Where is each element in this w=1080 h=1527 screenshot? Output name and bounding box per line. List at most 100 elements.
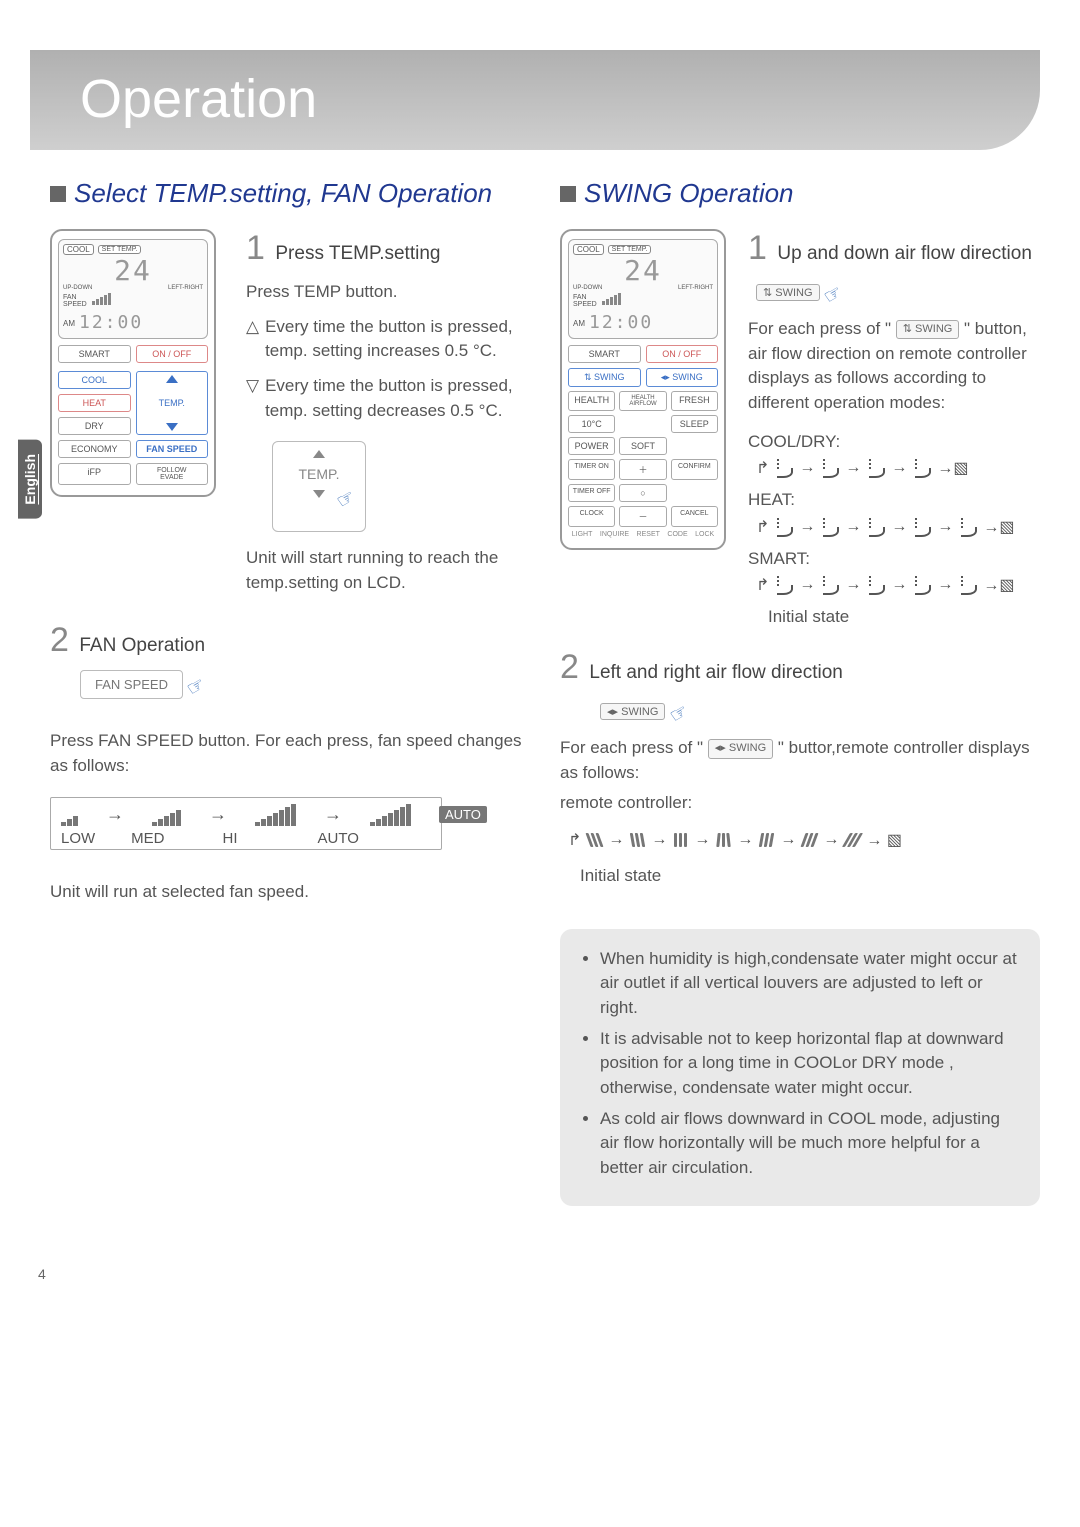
- left-step2-title: FAN Operation: [79, 635, 205, 656]
- hand-icon: ☞: [182, 672, 210, 703]
- left-column: English Select TEMP.setting, FAN Operati…: [50, 170, 530, 1206]
- note-2: It is advisable not to keep horizontal f…: [600, 1027, 1018, 1101]
- fan-speed-sequence: → → → AUTO LOW MED HI AUTO: [50, 797, 442, 850]
- lcd-fanspeed-label: FAN SPEED: [63, 294, 87, 308]
- lcd-mode: COOL: [573, 244, 604, 255]
- remote-sleep-button[interactable]: SLEEP: [671, 415, 718, 433]
- remote-controller-label: remote controller:: [560, 791, 1040, 816]
- lcd-temp: 24: [573, 257, 713, 285]
- heat-sequence: ↱→→→→→▧: [756, 517, 1040, 537]
- remote-power-button[interactable]: POWER: [568, 437, 615, 455]
- lcd-leftright: LEFT-RIGHT: [678, 285, 713, 291]
- note-3: As cold air flows downward in COOL mode,…: [600, 1107, 1018, 1181]
- lr-sequence: ↱ → → → → → → → ▧: [568, 830, 1040, 850]
- auto-pill: AUTO: [439, 806, 487, 823]
- lcd-mode: COOL: [63, 244, 94, 255]
- remote-dot-row: LIGHT INQUIRE RESET CODE LOCK: [568, 531, 718, 538]
- language-tab: English: [18, 440, 42, 519]
- right-step1-num: 1: [748, 229, 767, 267]
- temp-press-label: TEMP.: [279, 466, 359, 482]
- left-step1-num: 1: [246, 229, 265, 267]
- unit-run-temp-text: Unit will start running to reach the tem…: [246, 546, 530, 595]
- remote-health-button[interactable]: HEALTH: [568, 391, 615, 411]
- fan-auto-bars: [370, 804, 411, 826]
- lcd-am: AM: [63, 319, 75, 328]
- left-step2-num: 2: [50, 621, 69, 659]
- swing-ud-paragraph: For each press of " ⇅ SWING " button, ai…: [748, 317, 1040, 416]
- lcd-leftright: LEFT-RIGHT: [168, 285, 203, 291]
- speed-label-hi: HI: [223, 830, 238, 847]
- swing-lr-paragraph: For each press of " ◂▸ SWING " buttor,re…: [560, 736, 1040, 785]
- hand-icon: ☞: [819, 279, 847, 310]
- remote-minus-button[interactable]: －: [619, 506, 666, 527]
- initial-state-1: Initial state: [768, 605, 1040, 630]
- remote-timeroff-button[interactable]: TIMER OFF: [568, 484, 615, 502]
- fan-med-bars: [152, 810, 181, 826]
- page-number: 4: [38, 1266, 1080, 1282]
- right-step2-num: 2: [560, 648, 579, 686]
- fan-press-text: Press FAN SPEED button. For each press, …: [50, 729, 530, 778]
- remote-fanspeed-button[interactable]: FAN SPEED: [136, 440, 209, 458]
- swing-ud-button-icon: ⇅ SWING: [756, 284, 820, 301]
- page-header: Operation: [30, 50, 1040, 150]
- right-step2-title: Left and right air flow direction: [589, 662, 842, 683]
- speed-label-med: MED: [131, 830, 164, 847]
- lcd-fan-bars: [601, 293, 621, 308]
- swing-lr-inline-icon: ◂▸ SWING: [708, 739, 773, 759]
- remote-clock-button[interactable]: CLOCK: [568, 506, 615, 527]
- remote-temp-button[interactable]: TEMP.: [136, 371, 209, 435]
- temp-button-press-illustration: TEMP. ☞: [272, 441, 366, 532]
- remote-temp-label: TEMP.: [159, 398, 185, 408]
- lcd-clock: 12:00: [589, 314, 653, 332]
- notes-box: When humidity is high,condensate water m…: [560, 929, 1040, 1207]
- speed-label-auto: AUTO: [318, 830, 359, 847]
- cool-dry-sequence: ↱→→→→▧: [756, 458, 1040, 478]
- swing-lr-button-icon: ◂▸ SWING: [600, 703, 665, 720]
- remote-fresh-button[interactable]: FRESH: [671, 391, 718, 411]
- remote-dry-button[interactable]: DRY: [58, 417, 131, 435]
- remote-confirm-button[interactable]: CONFIRM: [671, 459, 718, 480]
- remote-10c-button[interactable]: 10°C: [568, 415, 615, 433]
- initial-state-2: Initial state: [580, 864, 1040, 889]
- remote-swing-ud-button[interactable]: ⇅ SWING: [568, 368, 641, 387]
- page-title: Operation: [80, 68, 1000, 130]
- remote-economy-button[interactable]: ECONOMY: [58, 440, 131, 458]
- arrow-icon: →: [106, 804, 124, 825]
- triangle-down-icon: ▽: [246, 374, 259, 423]
- lcd-settemp-label: SET TEMP.: [608, 245, 652, 254]
- remote-circle-button[interactable]: ○: [619, 484, 666, 502]
- lcd-clock: 12:00: [79, 314, 143, 332]
- remote-smart-button[interactable]: SMART: [58, 345, 131, 363]
- temp-down-icon: [166, 423, 178, 431]
- lcd-am: AM: [573, 319, 585, 328]
- lcd-fanspeed-label: FAN SPEED: [573, 294, 597, 308]
- remote-cool-button[interactable]: COOL: [58, 371, 131, 389]
- remote-swing-lr-button[interactable]: ◂▸ SWING: [646, 368, 719, 387]
- remote-timeron-button[interactable]: TIMER ON: [568, 459, 615, 480]
- remote-onoff-button[interactable]: ON / OFF: [646, 345, 719, 363]
- cool-dry-label: COOL/DRY:: [748, 430, 1040, 455]
- fan-speed-button-illustration: FAN SPEED: [80, 670, 183, 699]
- temp-increase-text: Every time the button is pressed, temp. …: [265, 315, 530, 364]
- remote-cancel-button[interactable]: CANCEL: [671, 506, 718, 527]
- right-step1-title: Up and down air flow direction: [777, 243, 1032, 264]
- remote-follow-button[interactable]: FOLLOW EVADE: [136, 463, 209, 485]
- remote-smart-button[interactable]: SMART: [568, 345, 641, 363]
- right-column: SWING Operation COOL SET TEMP. 24 UP-DOW…: [560, 170, 1040, 1206]
- fan-result-text: Unit will run at selected fan speed.: [50, 880, 530, 905]
- remote-illustration-left: COOL SET TEMP. 24 UP-DOWN LEFT-RIGHT FAN…: [50, 229, 216, 497]
- arrow-icon: →: [324, 804, 342, 825]
- lcd-settemp-label: SET TEMP.: [98, 245, 142, 254]
- lcd-temp: 24: [63, 257, 203, 285]
- left-section-title: Select TEMP.setting, FAN Operation: [50, 178, 530, 209]
- remote-ifp-button[interactable]: iFP: [58, 463, 131, 485]
- fan-low-bars: [61, 816, 78, 826]
- lcd-updown: UP-DOWN: [573, 285, 602, 291]
- remote-heat-button[interactable]: HEAT: [58, 394, 131, 412]
- remote-airflow-button[interactable]: HEALTH AIRFLOW: [619, 391, 666, 411]
- temp-decrease-text: Every time the button is pressed, temp. …: [265, 374, 530, 423]
- remote-soft-button[interactable]: SOFT: [619, 437, 666, 455]
- remote-onoff-button[interactable]: ON / OFF: [136, 345, 209, 363]
- remote-plus-button[interactable]: ＋: [619, 459, 666, 480]
- hand-icon: ☞: [665, 698, 693, 729]
